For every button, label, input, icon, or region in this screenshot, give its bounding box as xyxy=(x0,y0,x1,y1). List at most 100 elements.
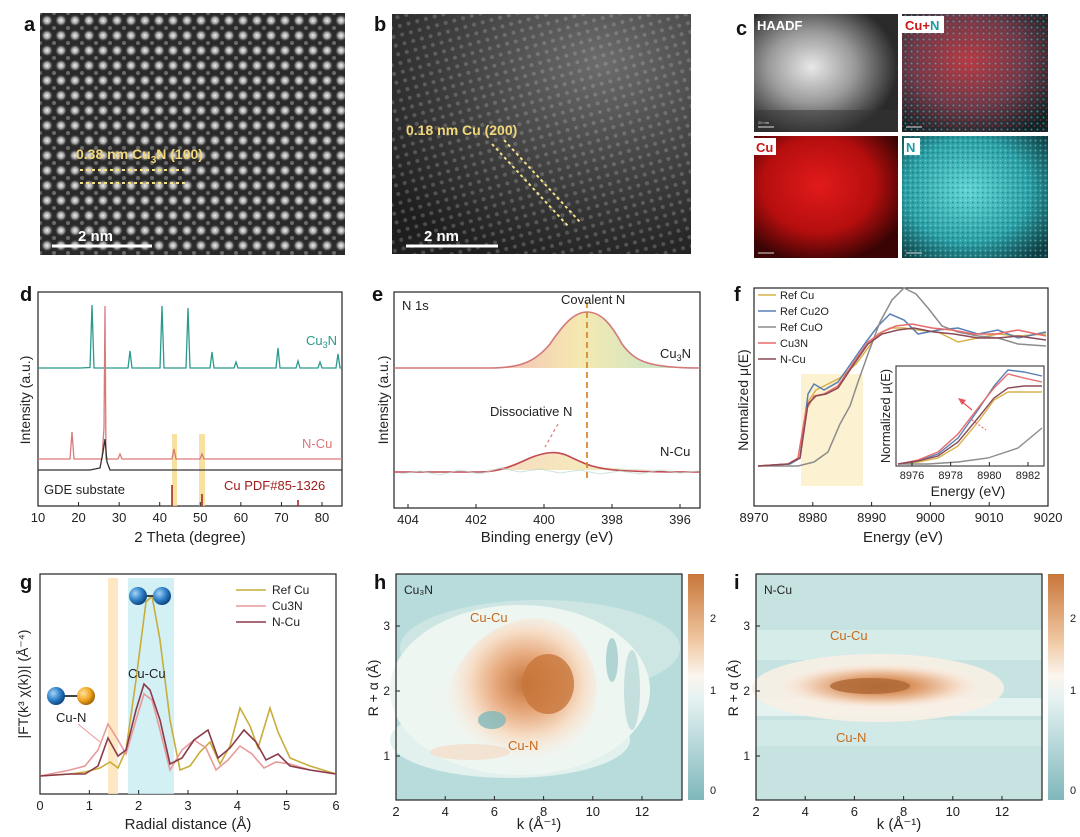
cu-n-molecule-icon xyxy=(47,687,95,705)
tick-label: 80 xyxy=(315,510,329,525)
tick-label: 10 xyxy=(31,510,45,525)
xps-title: N 1s xyxy=(402,298,429,313)
eds-n-map: N xyxy=(902,136,1048,258)
exafs-ref-cu xyxy=(39,594,337,777)
tick-label: 400 xyxy=(533,512,555,527)
eds-haadf-map: HAADF 20 nm xyxy=(754,14,898,132)
tick-label: 4 xyxy=(234,798,241,813)
tick-label: 0 xyxy=(36,798,43,813)
x-axis-label: k (Å⁻¹) xyxy=(517,816,562,833)
plot-frame xyxy=(395,573,683,801)
panel-label-i: i xyxy=(734,572,740,594)
colorbar-tick: 0 xyxy=(1070,785,1076,797)
tick-label: 6 xyxy=(332,798,339,813)
y-axis-label: R + α (Å) xyxy=(725,660,741,717)
panel-f-xanes-chart: Ref Cu Ref Cu2O Ref CuO Cu3N N-Cu 8976 89… xyxy=(735,287,1062,546)
annotation-cu-cu: Cu-Cu xyxy=(830,628,868,643)
tick-label: 1 xyxy=(383,749,390,763)
lattice-fringe-line xyxy=(491,143,569,227)
annotation-covalent: Covalent N xyxy=(561,292,625,307)
tick-label: 404 xyxy=(397,512,419,527)
legend-ref-cu2o: Ref Cu2O xyxy=(780,306,829,318)
panel-h-wavelet-chart: 2 1 0 Cu₃N Cu-Cu Cu-N 2 4 6 8 10 12 123 k (Å⁻… xyxy=(365,573,716,833)
x-axis-label: Energy (eV) xyxy=(863,529,943,546)
tick-label: 10 xyxy=(946,804,960,819)
tick-label: 8 xyxy=(900,804,907,819)
tick-label: 8980 xyxy=(977,470,1001,482)
wavelet-cu-cu-lobe xyxy=(440,618,597,764)
scale-bar-label: 20 nm xyxy=(758,120,770,125)
tick-label: 3 xyxy=(383,619,390,633)
highlight-band-cu-n xyxy=(108,578,118,794)
xanes-ref-cuo xyxy=(758,287,1047,467)
eds-haadf-label: HAADF xyxy=(757,18,803,33)
tick-label: 8 xyxy=(540,804,547,819)
lattice-annotation: 0.18 nm Cu (200) xyxy=(406,122,517,138)
xps-peak-covalent-fill xyxy=(490,312,690,368)
xanes-inset: 8976 8978 8980 8982 Energy (eV) Normalized … xyxy=(878,365,1045,499)
colorbar-tick: 1 xyxy=(710,685,716,697)
panel-b-micrograph: 0.18 nm Cu (200) 2 nm xyxy=(392,14,691,254)
panel-label-g: g xyxy=(20,572,33,594)
tick-label: 6 xyxy=(491,804,498,819)
y-axis-label: R + α (Å) xyxy=(365,660,381,717)
colorbar-tick: 2 xyxy=(710,613,716,625)
colorbar xyxy=(1048,574,1064,800)
scale-bar-label: 2 nm xyxy=(78,228,113,245)
plot-frame xyxy=(755,573,1043,801)
tick-label: 396 xyxy=(669,512,691,527)
exafs-ncu xyxy=(39,682,337,777)
colorbar-tick: 1 xyxy=(1070,685,1076,697)
series-label-cu3n: Cu3N xyxy=(660,346,691,363)
colorbar-tick: 2 xyxy=(1070,613,1076,625)
annotation-pointer xyxy=(77,723,101,743)
tick-label: 8982 xyxy=(1016,470,1040,482)
tick-label: 12 xyxy=(995,804,1009,819)
lattice-annotation: 0.38 nm Cu3N (100) xyxy=(76,146,203,166)
sample-tag: N-Cu xyxy=(764,583,792,597)
sample-tag: Cu₃N xyxy=(404,583,433,597)
tick-label: 10 xyxy=(586,804,600,819)
annotation-cu-n: Cu-N xyxy=(836,730,866,745)
x-axis-label: Binding energy (eV) xyxy=(481,529,614,546)
panel-label-b: b xyxy=(374,14,387,36)
panel-a-micrograph: 0.38 nm Cu3N (100) 2 nm xyxy=(40,13,345,255)
xps-peak-dissociative-fill xyxy=(394,451,700,470)
colorbar-tick: 0 xyxy=(710,785,716,797)
inset-x-axis-label: Energy (eV) xyxy=(931,483,1006,499)
annotation-cu-cu: Cu-Cu xyxy=(128,666,166,681)
eds-cu-map: Cu xyxy=(754,136,898,258)
annotation-cu-n: Cu-N xyxy=(56,710,86,725)
tick-label: 50 xyxy=(193,510,207,525)
tick-label: 1 xyxy=(86,798,93,813)
tick-label: 40 xyxy=(152,510,166,525)
inset-y-axis-label: Normalized μ(E) xyxy=(878,369,893,463)
tick-label: 9000 xyxy=(916,510,945,525)
panel-i-wavelet-chart: 2 1 0 N-Cu Cu-Cu Cu-N 2 4 6 8 10 12 123 k (Å⁻… xyxy=(725,573,1076,833)
tick-label: 8990 xyxy=(857,510,886,525)
x-axis-ticks: 404 402 400 398 396 xyxy=(397,504,691,527)
xrd-series-cu3n xyxy=(38,304,342,369)
legend: Ref Cu Ref Cu2O Ref CuO Cu3N N-Cu xyxy=(758,290,829,366)
xrd-series-ncu xyxy=(38,305,342,460)
panel-label-a: a xyxy=(24,14,36,36)
tick-label: 1 xyxy=(743,749,750,763)
y-axis-label: Intensity (a.u.) xyxy=(17,356,33,445)
dissociative-arrow xyxy=(544,423,559,448)
tick-label: 8980 xyxy=(798,510,827,525)
series-label-pdf: Cu PDF#85-1326 xyxy=(224,478,325,493)
y-axis-label: Normalized μ(E) xyxy=(735,349,751,450)
x-axis-label: k (Å⁻¹) xyxy=(877,816,922,833)
highlight-region xyxy=(801,374,863,486)
tick-label: 3 xyxy=(743,619,750,633)
annotation-cu-n: Cu-N xyxy=(508,738,538,753)
xanes-ncu xyxy=(757,327,1047,467)
panel-label-c: c xyxy=(736,18,748,40)
plot-frame xyxy=(37,291,343,507)
xrd-series-gde xyxy=(38,438,342,471)
tick-label: 60 xyxy=(234,510,248,525)
panel-g-exafs-chart: Cu-N Cu-Cu Ref Cu Cu3N N-Cu 0 1 2 3 4 5 6 Radi… xyxy=(15,573,340,833)
annotation-cu-cu: Cu-Cu xyxy=(470,610,508,625)
legend-ncu: N-Cu xyxy=(272,615,300,629)
panel-label-f: f xyxy=(734,284,741,306)
